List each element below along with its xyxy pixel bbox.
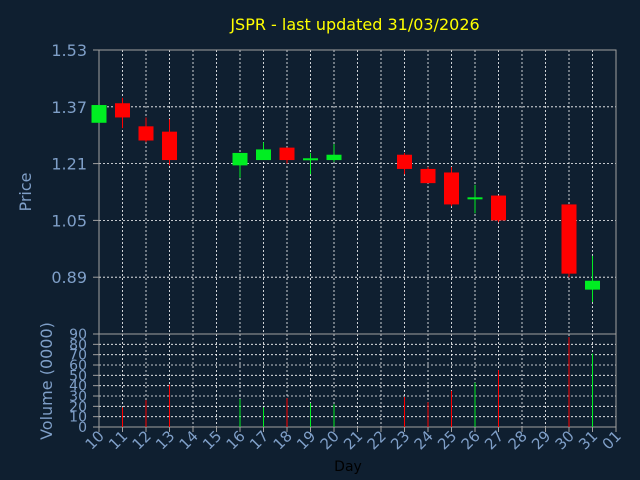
volume-tick-label: 0: [78, 420, 87, 436]
candlesticks: [91, 97, 600, 303]
volume-tick-label: 50: [69, 368, 87, 384]
volume-tick-label: 10: [69, 410, 87, 426]
volume-tick-label: 90: [69, 327, 87, 343]
candle-day-25: [444, 167, 459, 207]
chart-title: JSPR - last updated 31/03/2026: [229, 15, 479, 34]
candle-body: [256, 149, 271, 161]
x-tick-label: 16: [223, 427, 249, 453]
volume-tick-label: 80: [69, 337, 87, 353]
x-tick-label: 30: [552, 427, 578, 453]
candle-day-11: [115, 97, 130, 129]
candle-body: [585, 280, 600, 290]
candle-day-12: [138, 117, 154, 143]
candle-day-31: [585, 255, 600, 303]
candle-day-19: [303, 152, 318, 175]
price-tick-label: 0.89: [51, 268, 87, 287]
x-tick-label: 20: [317, 427, 343, 453]
volume-gridlines: [93, 333, 616, 428]
x-tick-label: 25: [434, 427, 460, 453]
candle-body: [91, 105, 107, 123]
x-tick-label: 14: [176, 427, 202, 453]
candle-day-17: [256, 142, 271, 161]
candle-body: [397, 154, 412, 169]
x-tick-label: 31: [575, 427, 601, 453]
price-y-tick-labels: 1.53 1.37 1.21 1.05 0.89: [51, 41, 87, 287]
price-axis-label: Price: [16, 172, 35, 211]
candle-day-20: [326, 144, 342, 162]
candle-body: [491, 195, 506, 221]
candle-day-26: [467, 184, 483, 214]
x-tick-labels: 1011121314151617181920212223242526272829…: [82, 427, 625, 453]
x-tick-label: 18: [270, 427, 296, 453]
price-tick-label: 1.05: [51, 211, 87, 230]
x-axis-label: Day: [334, 459, 362, 475]
x-tick-label: 23: [387, 427, 413, 453]
candle-body: [561, 204, 577, 274]
x-tick-label: 15: [199, 427, 225, 453]
x-tick-label: 24: [411, 427, 437, 453]
candle-day-23: [397, 152, 412, 175]
volume-tick-label: 30: [69, 389, 87, 405]
candle-body: [420, 168, 436, 184]
x-tick-label: 19: [293, 427, 319, 453]
x-tick-label: 01: [599, 427, 625, 453]
x-tick-label: 29: [528, 427, 554, 453]
price-tick-label: 1.37: [51, 98, 87, 117]
candle-day-30: [561, 204, 577, 278]
price-tick-label: 1.21: [51, 155, 87, 174]
candle-body: [232, 152, 248, 166]
volume-tick-label: 60: [69, 358, 87, 374]
candle-body: [444, 172, 459, 205]
candle-body: [467, 197, 483, 200]
candle-day-27: [491, 195, 506, 223]
x-tick-label: 13: [152, 427, 178, 453]
candle-body: [303, 158, 318, 161]
x-tick-label: 12: [129, 427, 155, 453]
x-tick-label: 17: [246, 427, 272, 453]
candle-body: [115, 103, 130, 118]
price-tick-label: 1.53: [51, 41, 87, 60]
x-tick-label: 21: [340, 427, 366, 453]
candle-body: [138, 126, 154, 141]
x-tick-label: 22: [364, 427, 390, 453]
candle-day-24: [420, 167, 436, 184]
x-tick-label: 27: [481, 427, 507, 453]
candle-day-13: [162, 119, 177, 166]
candle-body: [162, 131, 177, 161]
x-tick-label: 28: [505, 427, 531, 453]
volume-tick-label: 20: [69, 399, 87, 415]
volume-axis-label: Volume (0000): [37, 322, 56, 440]
volume-tick-label: 70: [69, 348, 87, 364]
candle-body: [279, 147, 295, 161]
candle-day-16: [232, 152, 248, 178]
x-tick-label: 11: [105, 427, 131, 453]
price-gridlines: [93, 49, 616, 334]
volume-bars: [122, 337, 593, 427]
candle-day-10: [91, 105, 107, 123]
candle-body: [326, 154, 342, 161]
x-tick-label: 26: [458, 427, 484, 453]
volume-tick-label: 40: [69, 379, 87, 395]
candle-day-18: [279, 147, 295, 164]
